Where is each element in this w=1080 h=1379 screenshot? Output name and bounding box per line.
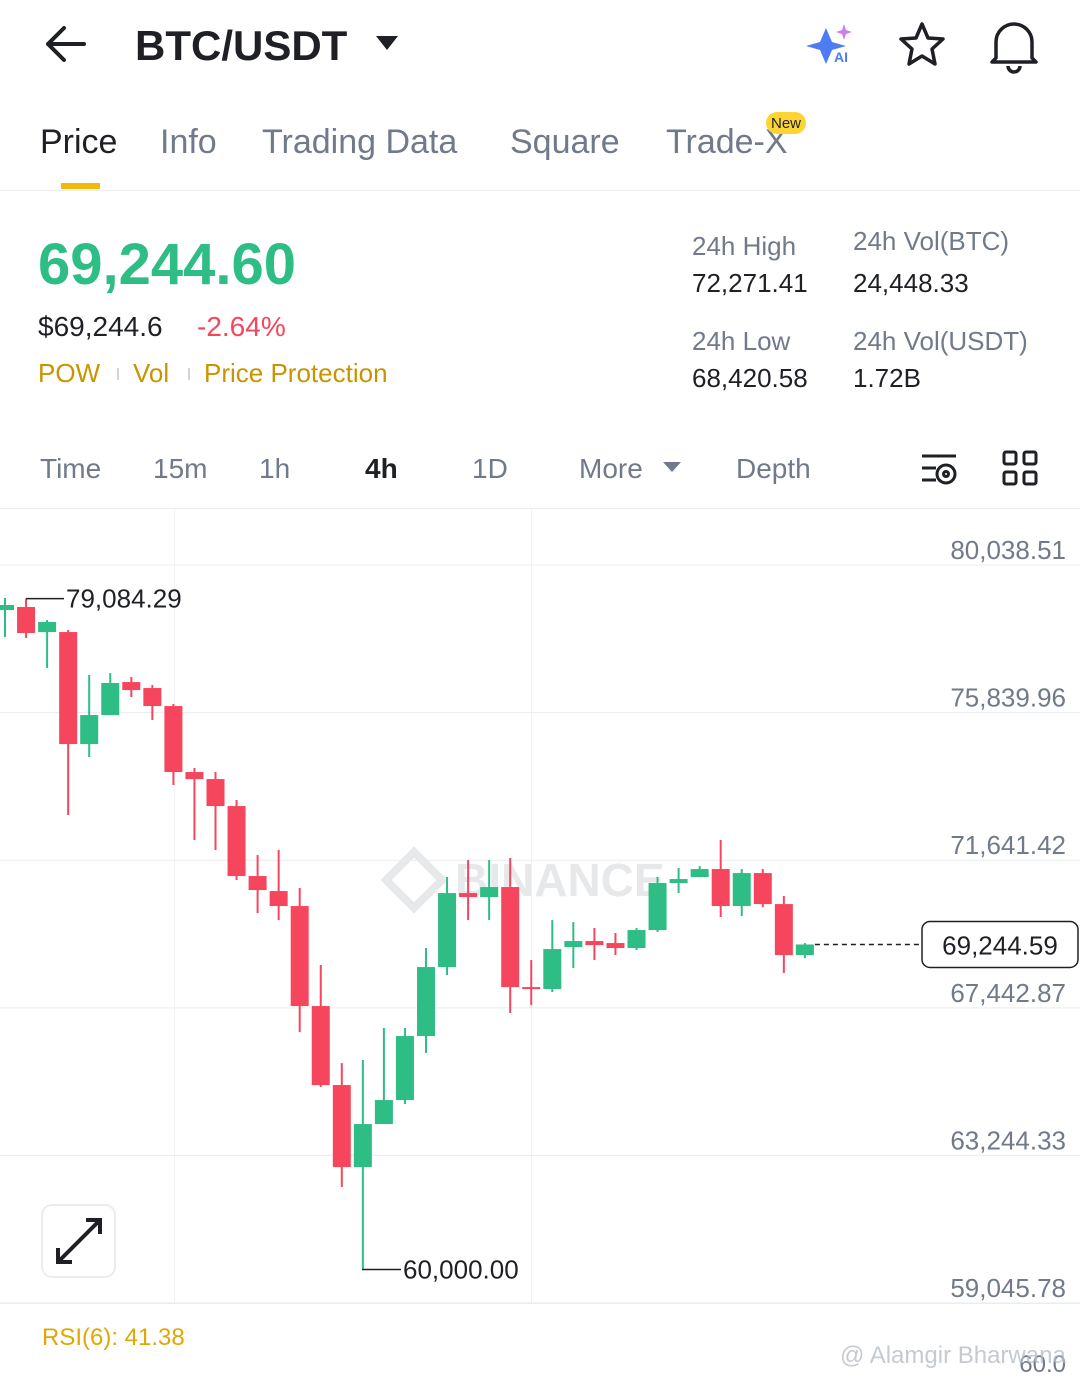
stat-value: 72,271.41 — [692, 268, 808, 298]
candle-body — [564, 941, 583, 948]
candle-body — [17, 607, 36, 634]
candle-body — [227, 806, 246, 877]
y-tick-label: 67,442.87 — [950, 978, 1066, 1008]
favorite-button[interactable] — [899, 22, 945, 66]
ai-icon[interactable]: AI — [806, 24, 852, 65]
stat-value: 68,420.58 — [692, 363, 808, 393]
candle-body — [753, 873, 772, 905]
y-tick-label: 63,244.33 — [950, 1125, 1066, 1155]
tag[interactable]: POW — [38, 358, 101, 388]
back-button[interactable] — [46, 26, 86, 62]
timeframe[interactable]: Depth — [736, 453, 811, 484]
stat-label: 24h High — [692, 231, 796, 261]
watermark-logo — [380, 846, 448, 914]
candle-body — [669, 879, 688, 884]
candle-body — [269, 891, 288, 907]
candle-body — [795, 944, 814, 956]
layout-button[interactable] — [1002, 450, 1038, 486]
candle-body — [38, 622, 57, 633]
tab-indicator — [61, 183, 100, 189]
svg-text:AI: AI — [834, 49, 848, 65]
tab[interactable]: Info — [160, 123, 217, 161]
expand-button[interactable] — [41, 1204, 116, 1278]
indicator-settings[interactable] — [922, 454, 957, 485]
y-tick-label: 80,038.51 — [950, 535, 1066, 565]
price-change: -2.64% — [197, 311, 286, 342]
stat-value: 24,448.33 — [853, 268, 969, 298]
more-dropdown[interactable] — [663, 462, 681, 472]
tab[interactable]: Square — [510, 123, 620, 161]
extreme-label: 79,084.29 — [66, 584, 182, 614]
candle-body — [206, 779, 225, 807]
stat-value: 1.72B — [853, 363, 921, 393]
candle-body — [417, 967, 435, 1037]
tag[interactable]: Vol — [133, 358, 169, 388]
alert-button[interactable] — [990, 22, 1038, 74]
candle-body — [585, 941, 604, 946]
candle-body — [480, 887, 499, 898]
candle-body — [522, 987, 541, 990]
candle-body — [80, 715, 99, 745]
candle-body — [332, 1085, 351, 1168]
candle-body — [59, 632, 78, 745]
y-tick-label: 59,045.78 — [950, 1273, 1066, 1303]
usd-price: $69,244.6 — [38, 311, 163, 342]
tab[interactable]: Trade-X — [666, 123, 788, 161]
tab[interactable]: Price — [40, 123, 117, 161]
candle-body — [164, 706, 183, 773]
last-price: 69,244.60 — [38, 232, 296, 297]
candle-body — [459, 893, 478, 898]
candle-body — [374, 1100, 393, 1125]
rsi-label: RSI(6): 41.38 — [42, 1324, 185, 1351]
pair-dropdown[interactable] — [376, 36, 398, 50]
y-tick-label: 71,641.42 — [950, 830, 1066, 860]
y-tick-label: 75,839.96 — [950, 683, 1066, 713]
timeframe[interactable]: Time — [40, 453, 101, 484]
candle-body — [648, 883, 667, 931]
candle-body — [543, 949, 562, 990]
candle-body — [627, 930, 646, 949]
candle-body — [122, 682, 141, 691]
credit: @ Alamgir Bharwana — [840, 1342, 1066, 1369]
tag[interactable]: Price Protection — [204, 358, 388, 388]
candle-body — [0, 605, 14, 611]
candle-body — [711, 869, 730, 907]
candle-body — [438, 893, 457, 968]
timeframe[interactable]: 15m — [153, 453, 207, 484]
candle-body — [606, 943, 625, 949]
new-badge-bg — [766, 112, 806, 134]
tab[interactable]: Trading Data — [262, 123, 457, 161]
new-badge: New — [771, 115, 801, 132]
timeframe[interactable]: More — [579, 453, 643, 484]
candle-body — [395, 1036, 414, 1101]
candle-body — [353, 1124, 372, 1168]
stat-label: 24h Vol(BTC) — [853, 226, 1009, 256]
candle-body — [101, 683, 120, 716]
timeframe[interactable]: 1h — [259, 453, 290, 484]
rsi-axis-label: 60.0 — [1019, 1351, 1066, 1378]
stat-label: 24h Low — [692, 326, 791, 356]
candle-body — [290, 906, 309, 1007]
extreme-label: 60,000.00 — [403, 1254, 519, 1284]
candle-body — [732, 873, 751, 907]
candle-body — [185, 772, 204, 780]
candle-body — [690, 869, 709, 878]
timeframe[interactable]: 1D — [472, 453, 508, 484]
candle-body — [774, 904, 793, 956]
watermark: BINANCE — [455, 854, 665, 906]
candle-body — [143, 688, 162, 707]
candle-body — [248, 876, 267, 891]
last-price-label: 69,244.59 — [942, 930, 1058, 960]
timeframe[interactable]: 4h — [365, 453, 398, 484]
stat-label: 24h Vol(USDT) — [853, 326, 1028, 356]
candle-body — [501, 887, 520, 988]
pair-title[interactable]: BTC/USDT — [135, 22, 348, 69]
last-price-box — [921, 920, 1079, 969]
candle-body — [311, 1006, 330, 1086]
